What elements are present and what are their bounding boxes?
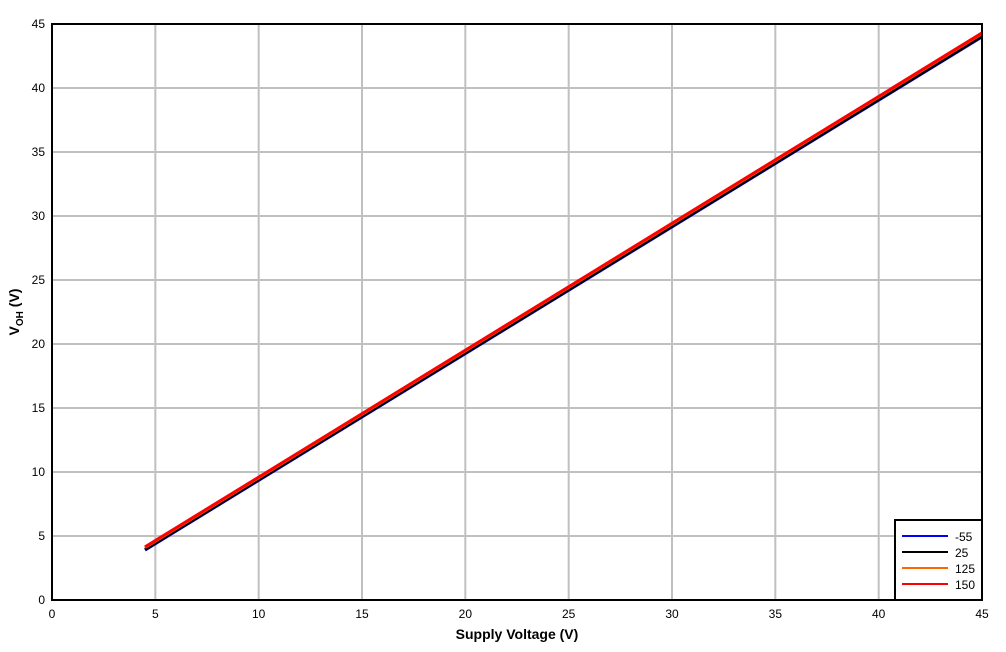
y-tick-label: 10 <box>32 465 46 479</box>
y-tick-label: 30 <box>32 209 46 223</box>
x-tick-label: 20 <box>459 607 473 621</box>
plot-frame <box>51 23 983 601</box>
x-tick-label: 25 <box>562 607 576 621</box>
y-tick-label: 25 <box>32 273 46 287</box>
legend-label: -55 <box>955 530 973 544</box>
grid <box>51 23 983 601</box>
series-line-150 <box>144 31 983 549</box>
legend-label: 25 <box>955 546 969 560</box>
x-tick-label: 30 <box>665 607 679 621</box>
legend-box <box>894 519 983 601</box>
series-lines <box>144 31 983 552</box>
x-tick-label: 10 <box>252 607 266 621</box>
y-tick-label: 15 <box>32 401 46 415</box>
x-tick-label: 35 <box>769 607 783 621</box>
series-line-25 <box>144 34 983 551</box>
x-axis-label: Supply Voltage (V) <box>456 626 579 642</box>
x-tick-label: 45 <box>975 607 989 621</box>
tick-labels: 0 5 10 15 20 25 30 35 40 45 0 5 10 15 20 25 30 35 40 45 <box>32 17 989 621</box>
legend-label: 150 <box>955 578 975 592</box>
y-tick-label: 35 <box>32 145 46 159</box>
x-tick-label: 40 <box>872 607 886 621</box>
legend: -55 25 125 150 <box>894 519 983 601</box>
x-tick-label: 0 <box>49 607 56 621</box>
y-tick-label: 40 <box>32 81 46 95</box>
y-tick-label: 5 <box>38 529 45 543</box>
y-tick-label: 45 <box>32 17 46 31</box>
y-tick-label: 20 <box>32 337 46 351</box>
x-tick-label: 5 <box>152 607 159 621</box>
x-tick-label: 15 <box>355 607 369 621</box>
legend-label: 125 <box>955 562 975 576</box>
y-tick-label: 0 <box>38 593 45 607</box>
y-axis-label: VOH (V) <box>6 289 26 336</box>
